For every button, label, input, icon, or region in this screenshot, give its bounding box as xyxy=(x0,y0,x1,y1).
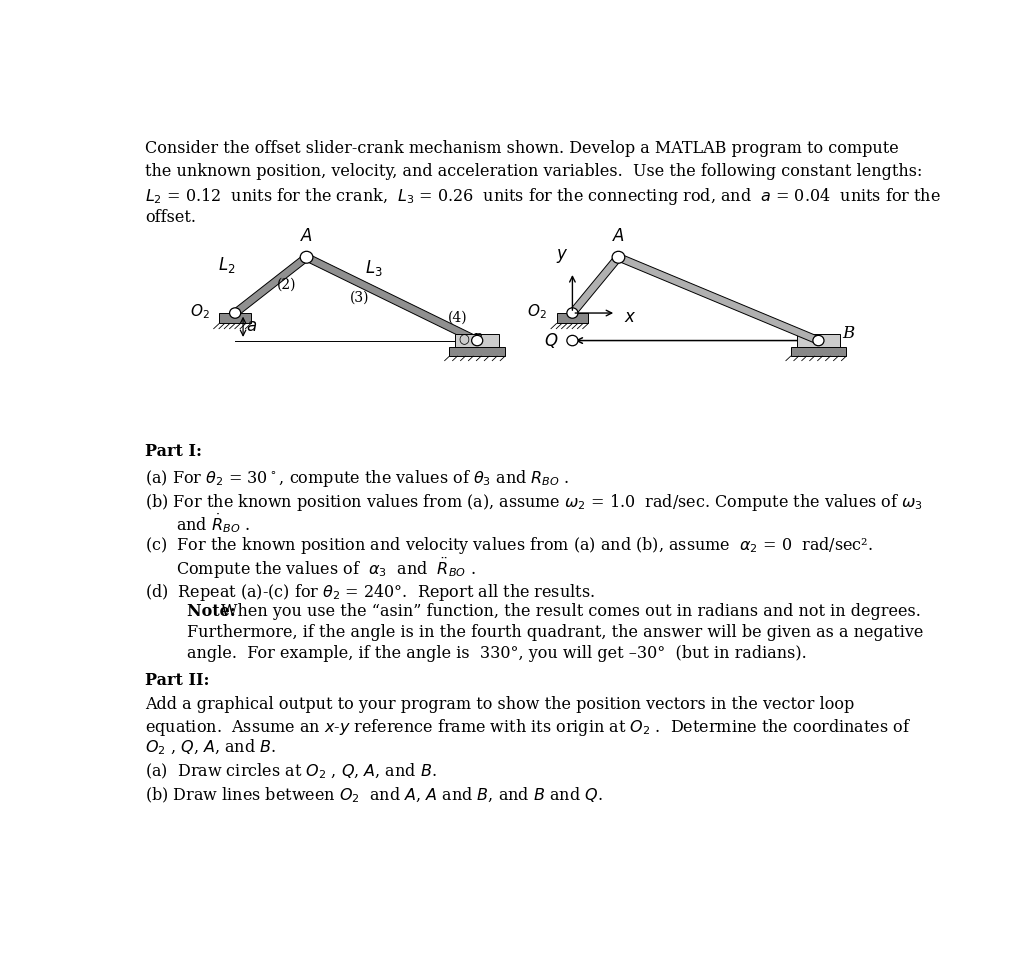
Polygon shape xyxy=(569,255,622,315)
Text: (c)  For the known position and velocity values from (a) and (b), assume  $\alph: (c) For the known position and velocity … xyxy=(145,535,873,556)
Circle shape xyxy=(567,308,578,318)
Text: angle.  For example, if the angle is  330°, you will get –30°  (but in radians).: angle. For example, if the angle is 330°… xyxy=(186,644,807,662)
Circle shape xyxy=(612,251,625,263)
Circle shape xyxy=(472,335,482,346)
Text: $L_2$ = 0.12  units for the crank,  $L_3$ = 0.26  units for the connecting rod, : $L_2$ = 0.12 units for the crank, $L_3$ … xyxy=(145,185,941,207)
Text: $y$: $y$ xyxy=(556,246,568,265)
Text: $L_3$: $L_3$ xyxy=(366,258,383,278)
Text: (d)  Repeat (a)-(c) for $\theta_2$ = 240°.  Report all the results.: (d) Repeat (a)-(c) for $\theta_2$ = 240°… xyxy=(145,582,595,604)
Text: $A$: $A$ xyxy=(300,228,313,245)
Text: $x$: $x$ xyxy=(624,309,637,326)
Text: (3): (3) xyxy=(350,291,370,305)
Text: Part I:: Part I: xyxy=(145,443,203,460)
Text: Furthermore, if the angle is in the fourth quadrant, the answer will be given as: Furthermore, if the angle is in the four… xyxy=(186,624,923,641)
Text: (a) For $\theta_2$ = 30$^\circ$, compute the values of $\theta_3$ and $R_{BO}$ .: (a) For $\theta_2$ = 30$^\circ$, compute… xyxy=(145,468,570,489)
Text: B: B xyxy=(842,325,854,342)
Bar xyxy=(456,334,499,347)
Text: Note:: Note: xyxy=(186,603,247,620)
Text: Consider the offset slider-crank mechanism shown. Develop a MATLAB program to co: Consider the offset slider-crank mechani… xyxy=(145,140,899,156)
Bar xyxy=(219,313,251,324)
Text: $Q$: $Q$ xyxy=(544,331,558,350)
Text: (2): (2) xyxy=(276,278,296,292)
Text: (4): (4) xyxy=(447,310,467,325)
Text: $A$: $A$ xyxy=(612,228,625,245)
Polygon shape xyxy=(305,254,479,344)
Circle shape xyxy=(300,251,313,263)
Text: $O_2$ , $Q$, $A$, and $B$.: $O_2$ , $Q$, $A$, and $B$. xyxy=(145,738,276,757)
Text: $a$: $a$ xyxy=(246,318,257,335)
Circle shape xyxy=(813,335,824,346)
Text: Part II:: Part II: xyxy=(145,672,210,690)
Text: ○ B: ○ B xyxy=(459,332,483,345)
Bar xyxy=(450,347,505,356)
Bar xyxy=(557,313,589,324)
Circle shape xyxy=(229,308,241,318)
Bar xyxy=(797,334,841,347)
Bar xyxy=(791,347,846,356)
Text: Add a graphical output to your program to show the position vectors in the vecto: Add a graphical output to your program t… xyxy=(145,696,855,713)
Text: offset.: offset. xyxy=(145,209,197,226)
Text: (b) Draw lines between $O_2$  and $A$, $A$ and $B$, and $B$ and $Q$.: (b) Draw lines between $O_2$ and $A$, $A… xyxy=(145,785,603,805)
Text: and $\dot{R}_{BO}$ .: and $\dot{R}_{BO}$ . xyxy=(176,512,250,535)
Text: $O_2$: $O_2$ xyxy=(190,302,210,321)
Text: When you use the “asin” function, the result comes out in radians and not in deg: When you use the “asin” function, the re… xyxy=(221,603,921,620)
Text: Compute the values of  $\alpha_3$  and  $\ddot{R}_{BO}$ .: Compute the values of $\alpha_3$ and $\d… xyxy=(176,556,475,582)
Text: equation.  Assume an $x$-$y$ reference frame with its origin at $O_2$ .  Determi: equation. Assume an $x$-$y$ reference fr… xyxy=(145,717,911,738)
Circle shape xyxy=(567,335,578,346)
Text: $L_2$: $L_2$ xyxy=(218,255,236,275)
Text: the unknown position, velocity, and acceleration variables.  Use the following c: the unknown position, velocity, and acce… xyxy=(145,163,923,180)
Text: (a)  Draw circles at $O_2$ , $Q$, $A$, and $B$.: (a) Draw circles at $O_2$ , $Q$, $A$, an… xyxy=(145,761,437,781)
Polygon shape xyxy=(616,254,820,344)
Text: $O_2$: $O_2$ xyxy=(527,302,547,321)
Text: (b) For the known position values from (a), assume $\omega_2$ = 1.0  rad/sec. Co: (b) For the known position values from (… xyxy=(145,492,924,513)
Polygon shape xyxy=(232,254,309,316)
